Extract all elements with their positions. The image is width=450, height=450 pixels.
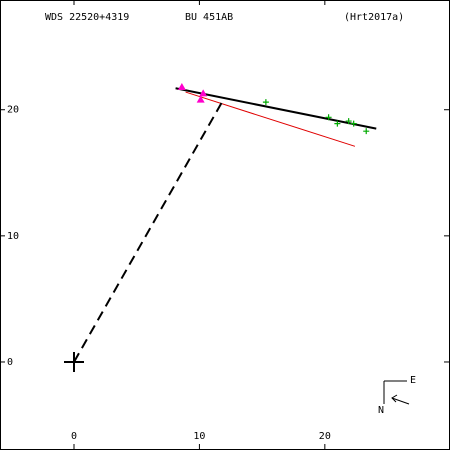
compass-arrow-head <box>391 394 398 403</box>
y-tick-label: 0 <box>7 357 13 368</box>
y-tick-label: 20 <box>7 105 19 116</box>
x-tick-label: 0 <box>71 431 77 442</box>
plus-point <box>363 128 370 135</box>
plus-point <box>334 120 341 127</box>
primary-star <box>63 351 84 372</box>
triangle-point <box>196 95 205 103</box>
compass-north: N <box>378 405 384 416</box>
plus-point <box>262 99 269 106</box>
fit-line <box>175 87 377 130</box>
compass-east: E <box>410 375 416 386</box>
fit-line <box>185 91 356 147</box>
compass-arrow <box>391 397 410 405</box>
triangle-point <box>177 83 186 91</box>
plus-point <box>350 120 357 127</box>
x-tick-label: 20 <box>319 431 331 442</box>
compass: E N <box>378 375 416 416</box>
title-center: BU 451AB <box>185 12 233 23</box>
title-right: (Hrt2017a) <box>344 12 404 23</box>
y-tick-label: 10 <box>7 231 19 242</box>
triangle-point <box>199 89 208 97</box>
fit-line <box>73 101 223 363</box>
plus-point <box>325 114 332 121</box>
title-left: WDS 22520+4319 <box>45 12 129 23</box>
x-tick-label: 10 <box>193 431 205 442</box>
plus-point <box>345 118 352 125</box>
